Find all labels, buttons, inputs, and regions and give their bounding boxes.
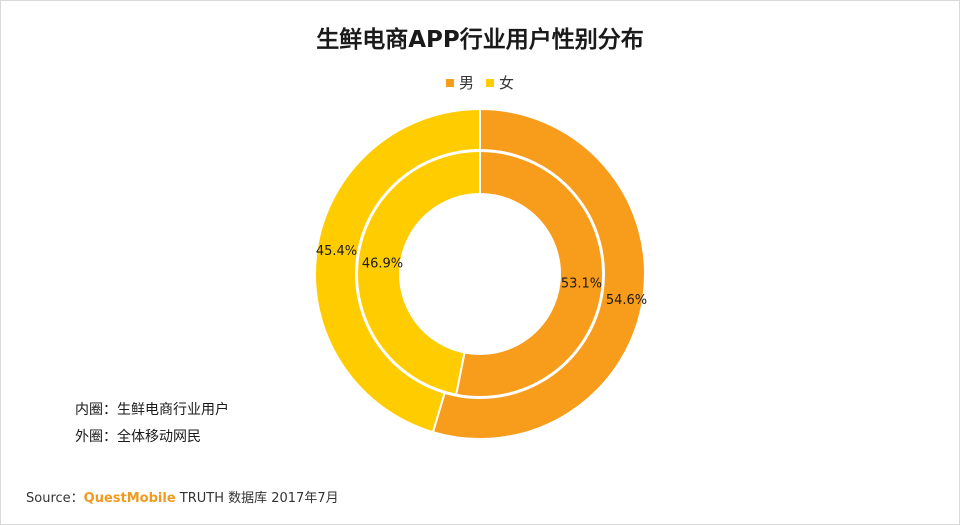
legend-item-female: 女 — [486, 72, 514, 93]
source-line: Source：QuestMobile TRUTH 数据库 2017年7月 — [26, 487, 339, 506]
legend-swatch-female — [486, 78, 494, 87]
inner-ring-label-female: 46.9% — [362, 257, 403, 272]
legend-swatch-male — [445, 78, 454, 87]
outer-ring-label-male: 54.6% — [606, 293, 647, 308]
chart-title: 生鲜电商APP行业用户性别分布 — [316, 27, 644, 53]
source-suffix: TRUTH 数据库 2017年7月 — [175, 491, 339, 506]
outer-ring-label-female: 45.4% — [316, 244, 357, 259]
inner-ring-slice-male — [455, 149, 604, 398]
note-inner-ring: 内圈：生鲜电商行业用户 — [75, 402, 229, 418]
legend-label-male: 男 — [458, 74, 474, 92]
source-prefix: Source： — [26, 491, 84, 506]
outer-ring-slice-female — [314, 107, 481, 434]
source-brand: QuestMobile — [83, 491, 176, 506]
legend-label-female: 女 — [499, 74, 515, 92]
ring-notes: 内圈：生鲜电商行业用户 外圈：全体移动网民 — [75, 397, 229, 451]
legend: 男 女 — [1, 72, 959, 93]
inner-ring-label-male: 53.1% — [561, 276, 602, 291]
outer-ring-slice-male — [431, 107, 646, 440]
legend-item-male: 男 — [445, 72, 474, 93]
note-outer-ring: 外圈：全体移动网民 — [75, 429, 201, 445]
inner-ring-slice-female — [356, 149, 481, 396]
